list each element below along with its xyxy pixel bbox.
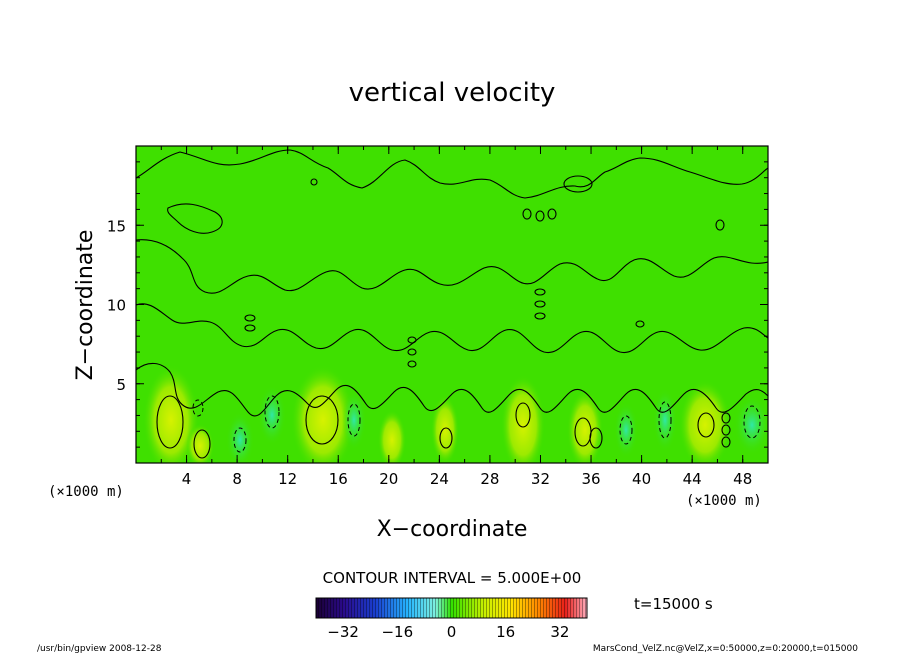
negative-contour-loop: [264, 395, 280, 429]
contour-loop: [244, 314, 256, 322]
colorbar-tick-label: 0: [447, 623, 457, 641]
x-tick-label: 12: [278, 470, 297, 488]
updraft-cell: [567, 390, 603, 463]
contour-loop: [534, 312, 546, 320]
negative-contour-loop: [619, 415, 633, 445]
x-unit-right: (×1000 m): [686, 493, 762, 509]
contour-loop: [407, 348, 417, 356]
updraft-cells: [143, 365, 731, 463]
colorbar-tick-label: 32: [550, 623, 569, 641]
footer-left: /usr/bin/gpview 2008-12-28: [37, 644, 162, 654]
contour-loop: [635, 320, 645, 328]
contour-loop: [515, 402, 531, 428]
negative-contour-loop: [743, 405, 761, 439]
y-tick-label: 10: [107, 297, 126, 315]
contour-loop: [407, 360, 417, 368]
colorbar-tick-label: 16: [496, 623, 515, 641]
contour-loop: [721, 424, 731, 436]
y-tick-label: 5: [116, 376, 126, 394]
contour-lines: [136, 149, 768, 459]
downdraft-cells: [226, 385, 768, 463]
colorbar: −32 −16 0 16 32: [315, 597, 588, 641]
contour-line: [136, 149, 768, 199]
contour-loop: [522, 208, 532, 220]
negative-contour-loop: [192, 399, 204, 417]
updraft-cell: [291, 365, 355, 463]
downdraft-cell: [342, 390, 366, 450]
colorbar-tick-label: −32: [327, 623, 359, 641]
x-unit-left: (×1000 m): [48, 484, 124, 500]
contour-loop: [156, 395, 184, 449]
negative-contour-loop: [347, 403, 361, 437]
contour-loop: [589, 427, 603, 449]
contour-line: [136, 362, 768, 417]
x-tick-label: 36: [581, 470, 600, 488]
contour-loop: [305, 395, 339, 445]
y-tick-label: 15: [107, 217, 126, 235]
downdraft-cell: [614, 402, 638, 458]
contour-line: [136, 303, 768, 354]
contour-loop: [534, 288, 546, 296]
updraft-cell: [378, 410, 406, 463]
x-tick-label: 16: [329, 470, 348, 488]
x-tick-label: 24: [430, 470, 449, 488]
updraft-cell: [431, 395, 459, 463]
x-tick-label: 32: [531, 470, 550, 488]
contour-loop: [721, 436, 731, 448]
x-tick-label: 4: [182, 470, 192, 488]
x-axis: 4 8 12 16 20 24 28 32 36 40 44 48: [135, 146, 769, 488]
time-label: t=15000 s: [634, 595, 713, 613]
contour-loop: [244, 324, 256, 332]
downdraft-cell: [226, 412, 254, 463]
x-tick-label: 40: [632, 470, 651, 488]
chart-title: vertical velocity: [349, 78, 556, 108]
negative-contour-loop: [658, 401, 672, 439]
contour-line: [167, 203, 223, 234]
x-tick-label: 44: [683, 470, 702, 488]
x-axis-label: X−coordinate: [377, 517, 528, 542]
y-axis-label: Z−coordinate: [73, 230, 98, 381]
updraft-cell: [679, 380, 731, 463]
footer-right: MarsCond_VelZ.nc@VelZ,x=0:50000,z=0:2000…: [593, 644, 858, 654]
updraft-cell: [501, 375, 545, 463]
contour-loop: [439, 427, 453, 449]
colorbar-stripes: [316, 598, 587, 618]
contour-interval-label: CONTOUR INTERVAL = 5.000E+00: [323, 569, 582, 587]
colorbar-tick-label: −16: [381, 623, 413, 641]
downdraft-cell: [734, 395, 768, 455]
updraft-cell: [143, 365, 199, 463]
contour-loop: [534, 300, 546, 308]
y-axis: 5 10 15: [107, 145, 768, 464]
contour-line: [136, 239, 768, 294]
contour-loop: [697, 412, 715, 438]
x-tick-label: 28: [480, 470, 499, 488]
colorbar-frame: [315, 597, 588, 619]
contour-loop: [715, 219, 725, 231]
colorbar-ticks: −32 −16 0 16 32: [327, 623, 569, 641]
x-tick-label: 48: [733, 470, 752, 488]
plot-area: [136, 146, 768, 463]
contour-loop: [535, 210, 545, 222]
negative-contour-loop: [233, 427, 247, 453]
contour-loop: [721, 412, 731, 424]
x-tick-label: 8: [232, 470, 242, 488]
x-tick-label: 20: [379, 470, 398, 488]
negative-contours: [192, 395, 761, 453]
contour-loop: [193, 429, 211, 459]
downdraft-cell: [653, 388, 677, 452]
contour-loop: [547, 208, 557, 220]
contour-loop: [407, 336, 417, 344]
downdraft-cell: [258, 385, 286, 445]
contour-loop: [563, 175, 593, 193]
contour-loop: [310, 178, 318, 186]
